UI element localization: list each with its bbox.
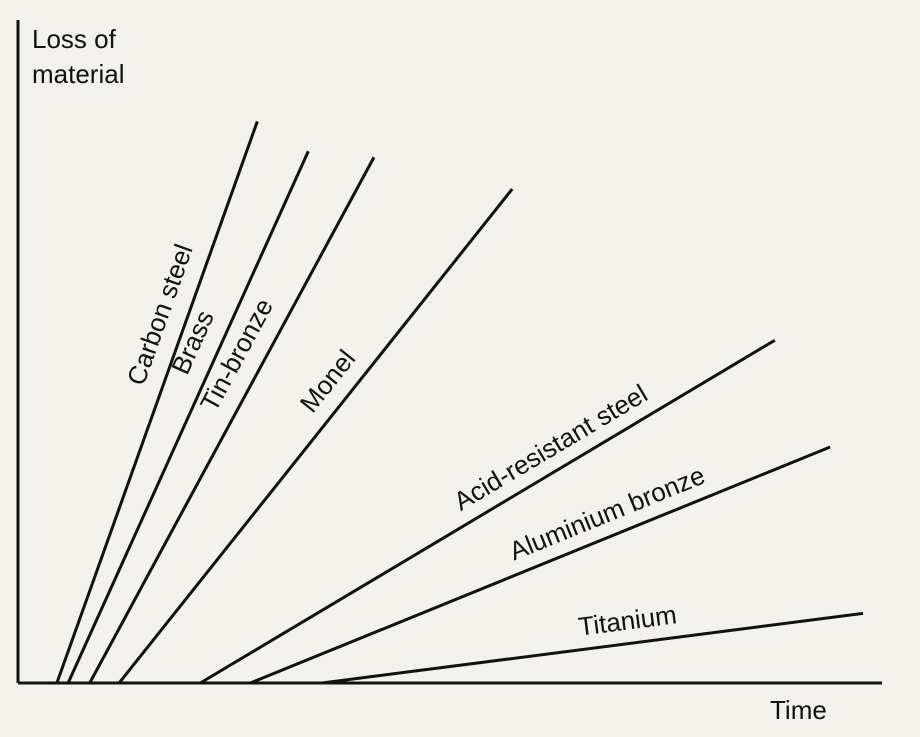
series-line-titanium	[321, 611, 864, 685]
series-line-tin-bronze	[88, 156, 376, 684]
series-line-acid-resistant-steel	[199, 338, 776, 685]
series-line-brass	[66, 150, 310, 684]
series-label-titanium: Titanium	[577, 599, 679, 641]
series-line-aluminium-bronze	[249, 445, 831, 685]
y-axis-label-line-2: material	[32, 59, 124, 89]
series-label-aluminium-bronze: Aluminium bronze	[505, 460, 709, 566]
y-axis-label-line-1: Loss of	[32, 24, 117, 54]
x-axis-label: Time	[770, 695, 827, 725]
series-label-monel: Monel	[294, 344, 362, 418]
series-line-monel	[117, 188, 514, 684]
series-line-carbon-steel	[55, 120, 259, 684]
